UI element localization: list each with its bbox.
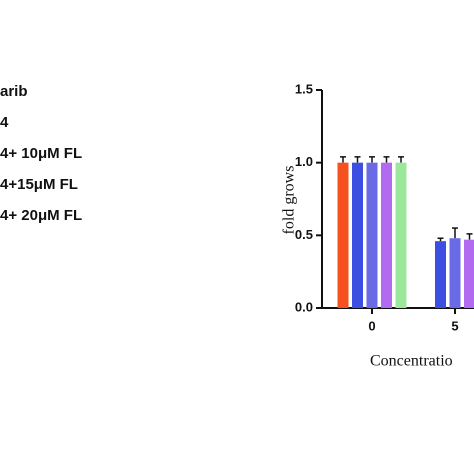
- bar: [435, 241, 446, 308]
- x-tick-label: 5: [451, 318, 458, 333]
- legend-label: 4: [0, 114, 9, 131]
- y-tick-label: 0.0: [295, 299, 313, 314]
- legend-label: 4+ 20μM FL: [0, 207, 82, 224]
- y-axis-label: fold grows: [281, 166, 298, 235]
- bar: [337, 162, 349, 308]
- legend-label: arib: [0, 83, 28, 100]
- y-tick-label: 0.5: [295, 227, 313, 242]
- bar: [366, 162, 378, 308]
- bar: [381, 162, 392, 308]
- y-tick-label: 1.5: [295, 81, 313, 96]
- bar: [352, 162, 363, 308]
- legend-label: 4+ 10μM FL: [0, 145, 82, 162]
- bar: [449, 238, 461, 308]
- bar: [464, 239, 474, 308]
- legend-label: 4+15μM FL: [0, 176, 78, 193]
- x-axis-label: Concentratio: [370, 353, 453, 370]
- bar: [395, 162, 407, 308]
- y-tick-label: 1.0: [295, 154, 313, 169]
- x-tick-label: 0: [368, 318, 375, 333]
